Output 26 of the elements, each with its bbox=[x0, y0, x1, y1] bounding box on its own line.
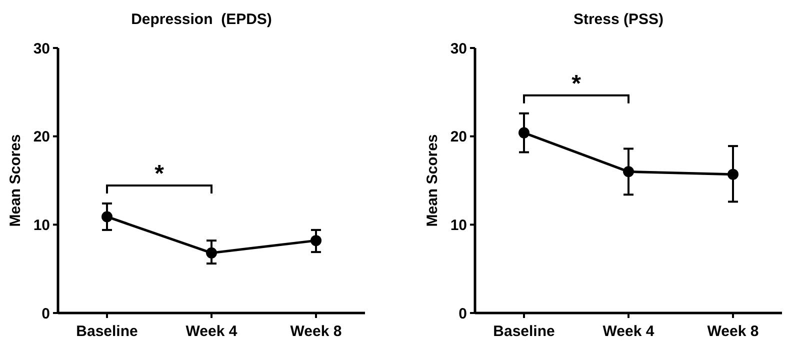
y-tick-label: 0 bbox=[458, 305, 467, 322]
point bbox=[206, 247, 217, 258]
x-tick-label: Week 4 bbox=[602, 323, 655, 340]
y-axis-title: Mean Scores bbox=[424, 134, 441, 227]
y-tick-label: 20 bbox=[450, 128, 467, 146]
chart-title: Stress (PSS) bbox=[573, 11, 664, 28]
point bbox=[310, 235, 322, 246]
x-tick-label: Week 8 bbox=[290, 323, 342, 340]
point bbox=[518, 127, 530, 138]
point bbox=[102, 211, 112, 222]
x-tick-label: Baseline bbox=[493, 323, 555, 340]
x-tick-label: Week 8 bbox=[707, 323, 759, 340]
point bbox=[623, 166, 634, 178]
y-tick-label: 10 bbox=[450, 216, 467, 234]
chart-title: Depression (EPDS) bbox=[131, 11, 272, 28]
y-tick-label: 10 bbox=[33, 216, 50, 234]
y-axis-title: Mean Scores bbox=[7, 134, 24, 227]
x-tick-label: Baseline bbox=[76, 323, 138, 340]
annotation: * bbox=[572, 70, 582, 98]
y-tick-label: 20 bbox=[33, 128, 50, 146]
point bbox=[728, 168, 738, 180]
y-tick-label: 0 bbox=[42, 305, 50, 322]
x-tick-label: Week 4 bbox=[186, 323, 238, 340]
y-tick-label: 30 bbox=[450, 40, 467, 58]
y-tick-label: 30 bbox=[33, 40, 50, 58]
annotation: * bbox=[154, 160, 165, 188]
